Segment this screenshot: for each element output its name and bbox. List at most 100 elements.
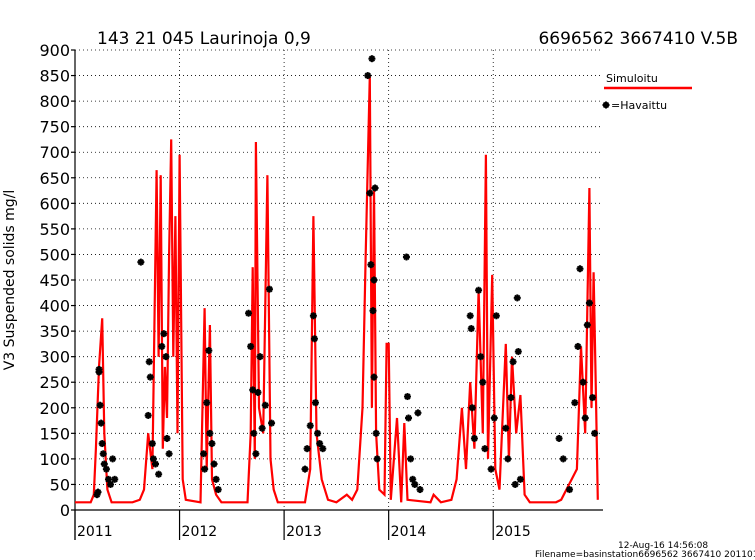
observation xyxy=(306,422,314,430)
asterisk-stroke xyxy=(504,455,512,463)
observation xyxy=(250,429,258,437)
observation xyxy=(407,455,415,463)
observation xyxy=(206,429,214,437)
observation xyxy=(249,386,257,394)
y-tick-label: 900 xyxy=(39,41,70,60)
asterisk-stroke xyxy=(555,435,563,442)
asterisk-stroke xyxy=(405,414,412,422)
footer-filename: Filename=basinstation6696562 3667410 201… xyxy=(535,550,755,560)
asterisk-stroke xyxy=(101,460,108,468)
observation xyxy=(403,393,411,401)
y-tick-label: 400 xyxy=(39,297,70,316)
observation xyxy=(414,409,422,417)
observation xyxy=(411,480,419,488)
y-tick-label: 150 xyxy=(39,424,70,443)
x-tick-label: 2011 xyxy=(77,524,113,540)
observation xyxy=(102,465,110,473)
observation xyxy=(200,450,208,458)
observation xyxy=(555,434,563,442)
asterisk-stroke xyxy=(303,445,311,452)
observation xyxy=(208,440,216,448)
asterisk-stroke xyxy=(414,409,422,417)
observation xyxy=(247,342,255,350)
y-tick-label: 300 xyxy=(39,348,70,367)
observation xyxy=(301,465,309,473)
observation xyxy=(205,347,213,355)
asterisk-stroke xyxy=(105,476,112,483)
observation xyxy=(94,488,102,496)
observation xyxy=(109,455,117,463)
asterisk-stroke xyxy=(94,488,102,496)
observation xyxy=(371,184,379,192)
asterisk-stroke xyxy=(206,430,214,437)
asterisk-stroke xyxy=(212,476,220,483)
asterisk-stroke xyxy=(307,422,314,429)
asterisk-stroke xyxy=(254,389,262,396)
observation xyxy=(144,411,152,419)
asterisk-stroke xyxy=(160,330,168,337)
asterisk-stroke xyxy=(245,310,252,317)
asterisk-stroke xyxy=(311,335,318,342)
observation xyxy=(507,394,515,402)
y-tick-label: 350 xyxy=(39,322,70,341)
observation xyxy=(492,312,500,320)
asterisk-stroke xyxy=(145,412,152,419)
asterisk-stroke xyxy=(152,460,159,468)
observation xyxy=(96,401,104,409)
asterisk-stroke xyxy=(487,465,495,473)
x-tick-label: 2012 xyxy=(182,524,218,540)
observation xyxy=(566,486,574,494)
observation xyxy=(366,189,374,197)
legend-label: =Havaittu xyxy=(611,99,667,112)
observation xyxy=(311,399,319,407)
asterisk-stroke xyxy=(366,189,374,197)
asterisk-stroke xyxy=(576,265,584,272)
asterisk-stroke xyxy=(475,287,482,294)
observation xyxy=(467,325,475,333)
y-tick-label: 50 xyxy=(50,475,70,494)
asterisk-stroke xyxy=(369,307,377,314)
asterisk-stroke xyxy=(467,312,474,319)
observation xyxy=(245,309,253,317)
asterisk-stroke xyxy=(602,101,610,109)
asterisk-stroke xyxy=(111,476,118,483)
observation xyxy=(481,445,489,453)
observation xyxy=(405,414,413,422)
observation xyxy=(416,486,424,494)
asterisk-stroke xyxy=(370,276,378,284)
simulated-line xyxy=(75,75,599,504)
y-tick-label: 750 xyxy=(39,118,70,137)
observation xyxy=(402,253,410,261)
observation xyxy=(155,470,163,478)
asterisk-stroke xyxy=(517,476,524,483)
asterisk-stroke xyxy=(566,486,573,493)
asterisk-stroke xyxy=(574,343,582,350)
observation xyxy=(210,460,218,468)
y-tick-label: 250 xyxy=(39,373,70,392)
chart-title: 143 21 045 Laurinoja 0,9 xyxy=(97,29,311,49)
asterisk-stroke xyxy=(158,343,165,350)
observation xyxy=(470,434,478,442)
observation xyxy=(97,419,105,427)
asterisk-stroke xyxy=(403,253,410,261)
y-tick-label: 600 xyxy=(39,194,70,213)
asterisk-stroke xyxy=(368,55,376,62)
footer-date: 12-Aug-16 14:56:08 xyxy=(618,541,708,551)
y-tick-label: 650 xyxy=(39,169,70,188)
asterisk-stroke xyxy=(584,321,591,329)
asterisk-stroke xyxy=(215,486,222,493)
observation xyxy=(479,378,487,386)
legend-marker xyxy=(602,101,610,109)
asterisk-stroke xyxy=(312,399,319,406)
asterisk-stroke xyxy=(103,465,110,473)
y-tick-label: 450 xyxy=(39,271,70,290)
asterisk-stroke xyxy=(252,450,260,457)
x-tick-label: 2015 xyxy=(495,524,531,540)
y-tick-label: 800 xyxy=(39,92,70,111)
observation xyxy=(516,475,524,483)
observation xyxy=(145,358,153,366)
asterisk-stroke xyxy=(162,353,170,360)
asterisk-stroke xyxy=(477,353,484,360)
asterisk-stroke xyxy=(374,455,381,463)
asterisk-stroke xyxy=(591,430,598,437)
